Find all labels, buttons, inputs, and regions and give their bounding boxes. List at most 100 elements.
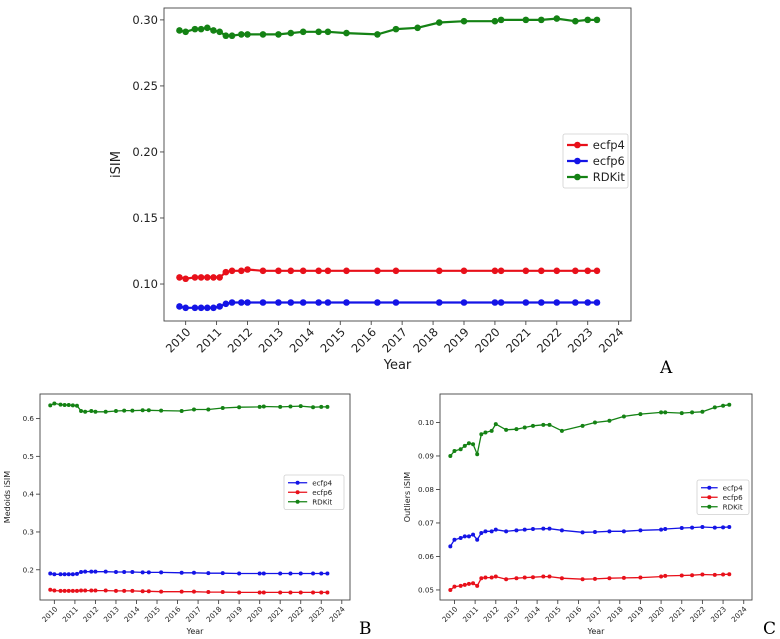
y-tick-label-c: 0.06 (418, 552, 434, 561)
data-point-ecfp6-c (475, 583, 480, 588)
data-point-ecfp6-b (79, 588, 84, 593)
y-tick-label-a: 0.25 (132, 79, 158, 93)
data-point-ecfp6-c (541, 574, 546, 579)
data-point-rdkit-c (638, 412, 643, 417)
x-tick-label-c: 2021 (667, 605, 686, 624)
data-point-ecfp6-a (522, 299, 530, 306)
data-point-ecfp4-a (315, 267, 322, 275)
data-point-rdkit-c (547, 422, 552, 427)
legend-marker-rdkit-c (707, 504, 712, 509)
x-tick-label-b: 2011 (61, 605, 80, 624)
data-point-ecfp6-c (690, 573, 695, 578)
panel-c-letter: C (763, 619, 776, 639)
x-tick-label-c: 2016 (564, 604, 584, 624)
x-tick-label-c: 2010 (440, 604, 460, 624)
data-point-ecfp4-b (319, 571, 324, 576)
data-point-ecfp6-b (278, 590, 283, 595)
data-point-ecfp6-b (298, 590, 303, 595)
data-point-rdkit-b (89, 409, 94, 414)
data-point-ecfp6-b (140, 589, 145, 594)
data-point-ecfp6-b (179, 589, 184, 594)
data-point-rdkit-a (259, 31, 267, 38)
x-axis-label-b: Year (186, 627, 205, 636)
data-point-ecfp6-a (460, 299, 468, 306)
x-tick-label-b: 2017 (184, 605, 203, 624)
data-point-ecfp6-c (471, 581, 476, 586)
data-point-ecfp4-c (475, 537, 480, 542)
x-axis-label-a: Year (383, 358, 412, 373)
data-point-ecfp6-c (493, 574, 498, 579)
data-point-rdkit-a (191, 25, 199, 33)
data-point-ecfp4-b (62, 572, 67, 577)
data-point-ecfp6-c (559, 576, 564, 581)
data-point-rdkit-b (66, 402, 71, 407)
data-point-rdkit-b (206, 407, 211, 412)
x-tick-label-b: 2019 (225, 604, 245, 624)
data-point-ecfp6-a (315, 299, 322, 306)
data-point-ecfp6-a (553, 299, 561, 306)
data-point-ecfp4-b (58, 572, 63, 577)
data-point-ecfp4-c (679, 525, 684, 530)
data-point-ecfp6-b (62, 588, 67, 593)
data-point-ecfp4-a (275, 267, 282, 275)
y-tick-label-b: 0.2 (23, 565, 34, 574)
data-point-ecfp6-a (238, 299, 245, 306)
data-point-ecfp6-a (497, 299, 505, 306)
x-axis-label-c: Year (587, 627, 606, 636)
data-point-ecfp4-a (343, 267, 350, 275)
data-point-ecfp6-a (259, 299, 267, 306)
y-axis-label-b: Medoids iSIM (3, 471, 12, 523)
legend-marker-rdkit-a (574, 173, 581, 181)
data-point-ecfp4-a (497, 267, 505, 275)
data-point-ecfp6-c (514, 576, 519, 581)
data-point-ecfp4-b (146, 570, 151, 575)
data-point-ecfp6-c (721, 572, 726, 577)
data-point-ecfp4-c (621, 529, 626, 534)
data-point-ecfp6-c (530, 575, 535, 580)
data-point-rdkit-b (311, 405, 316, 410)
plot-frame-a (163, 7, 632, 322)
data-point-ecfp4-c (607, 529, 612, 534)
data-point-ecfp6-a (435, 299, 443, 306)
data-point-rdkit-b (103, 409, 108, 414)
y-tick-label-c: 0.10 (418, 418, 434, 427)
data-point-ecfp6-b (113, 588, 118, 593)
data-point-ecfp6-c (679, 573, 684, 578)
data-point-ecfp4-a (593, 267, 601, 275)
data-point-ecfp4-a (222, 268, 230, 276)
y-tick-label-c: 0.05 (418, 585, 434, 594)
data-point-ecfp4-a (228, 267, 236, 275)
data-point-ecfp4-a (374, 267, 381, 275)
data-point-ecfp6-b (52, 588, 57, 593)
data-point-ecfp6-a (287, 299, 295, 306)
data-point-rdkit-a (324, 28, 332, 36)
data-point-rdkit-a (460, 17, 468, 25)
y-tick-label-b: 0.6 (23, 414, 35, 423)
data-point-ecfp4-b (113, 570, 118, 575)
data-point-ecfp4-c (466, 534, 471, 539)
data-point-ecfp6-c (700, 572, 705, 577)
data-point-ecfp6-b (83, 588, 88, 593)
data-point-ecfp6-c (466, 581, 471, 586)
data-point-ecfp6-b (66, 588, 71, 593)
data-point-ecfp6-a (210, 304, 217, 312)
data-point-rdkit-c (700, 409, 705, 414)
data-point-ecfp6-b (70, 588, 75, 593)
data-point-rdkit-a (315, 28, 322, 36)
y-tick-label-a: 0.20 (132, 145, 158, 159)
data-point-rdkit-b (62, 402, 67, 407)
data-point-ecfp4-a (182, 275, 189, 283)
data-point-ecfp6-b (261, 590, 266, 595)
data-point-ecfp4-c (580, 530, 585, 535)
data-point-ecfp6-a (324, 299, 332, 306)
x-tick-label-a: 2016 (348, 325, 379, 356)
data-point-ecfp4-c (514, 528, 519, 533)
legend-marker-ecfp4-b (295, 480, 300, 485)
x-tick-label-a: 2017 (379, 325, 410, 356)
x-tick-label-b: 2013 (102, 605, 121, 624)
data-point-rdkit-b (191, 407, 196, 412)
x-tick-label-c: 2017 (585, 605, 604, 624)
legend-marker-ecfp4-a (574, 141, 581, 149)
data-point-rdkit-a (244, 31, 251, 38)
